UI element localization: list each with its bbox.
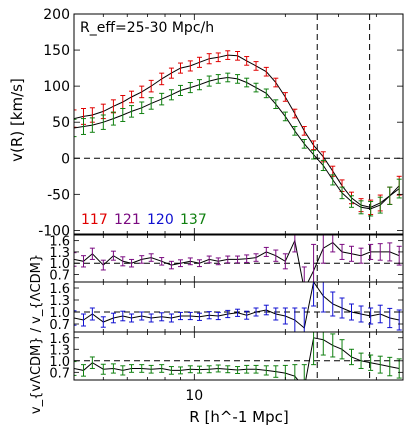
main-y-tick-label: -50 [47, 187, 70, 203]
r-eff-annotation: R_eff=25-30 Mpc/h [80, 20, 214, 36]
main-y-tick-label: 50 [52, 115, 70, 131]
ratio-panel-121: 0.71.01.31.6 [49, 234, 404, 283]
main-y-tick-label: 200 [43, 7, 70, 23]
ratio-y-tick-label: 1.0 [49, 355, 70, 370]
ratio-series-121-series [74, 235, 402, 282]
ratio-y-tick-label: 0.7 [49, 268, 70, 283]
ratio-y-tick-label: 0.7 [49, 318, 70, 333]
ratio-y-axis-label: v_{vΛCDM} / v_{ΛCDM} [29, 254, 44, 414]
main-y-axis-label: v(R) [km/s] [8, 78, 26, 162]
ratio-plot-frame [73, 331, 404, 381]
ratio-y-tick-label: 1.6 [49, 282, 70, 297]
x-tick-label: 10 [185, 388, 203, 404]
ratio-series-120-series [74, 282, 402, 332]
x-axis-label: R [h^-1 Mpc] [189, 408, 288, 426]
legend-entry-137: 137 [180, 212, 207, 228]
main-series-137-series [74, 72, 402, 217]
main-y-tick-label: 0 [61, 151, 70, 167]
main-velocity-panel: v(R) [km/s] R_eff=25-30 Mpc/h 117 121 120 1… [8, 7, 404, 239]
main-y-tick-label: 100 [43, 79, 70, 95]
main-series-117-series [74, 50, 402, 216]
ratio-panels: v_{vΛCDM} / v_{ΛCDM} R [h^-1 Mpc] 0.71.0… [29, 234, 404, 426]
main-plot-frame [73, 13, 404, 235]
legend: 117 121 120 137 [81, 212, 207, 228]
legend-entry-117: 117 [81, 212, 108, 228]
ratio-y-tick-label: 1.6 [49, 235, 70, 250]
main-y-tick-label: 150 [43, 43, 70, 59]
ratio-y-tick-label: 0.7 [49, 366, 70, 381]
ratio-y-tick-label: 1.3 [49, 294, 70, 309]
ratio-y-tick-label: 1.6 [49, 332, 70, 347]
legend-entry-120: 120 [147, 212, 174, 228]
ratio-panel-137: 0.71.01.31.6 [49, 331, 404, 381]
ratio-y-tick-label: 1.0 [49, 306, 70, 321]
ratio-y-tick-label: 1.0 [49, 257, 70, 272]
main-y-tick-label: -100 [38, 223, 70, 239]
ratio-y-tick-label: 1.3 [49, 343, 70, 358]
legend-entry-121: 121 [114, 212, 141, 228]
ratio-panel-120: 0.71.01.31.6 [49, 281, 404, 333]
ratio-y-tick-label: 1.3 [49, 246, 70, 261]
